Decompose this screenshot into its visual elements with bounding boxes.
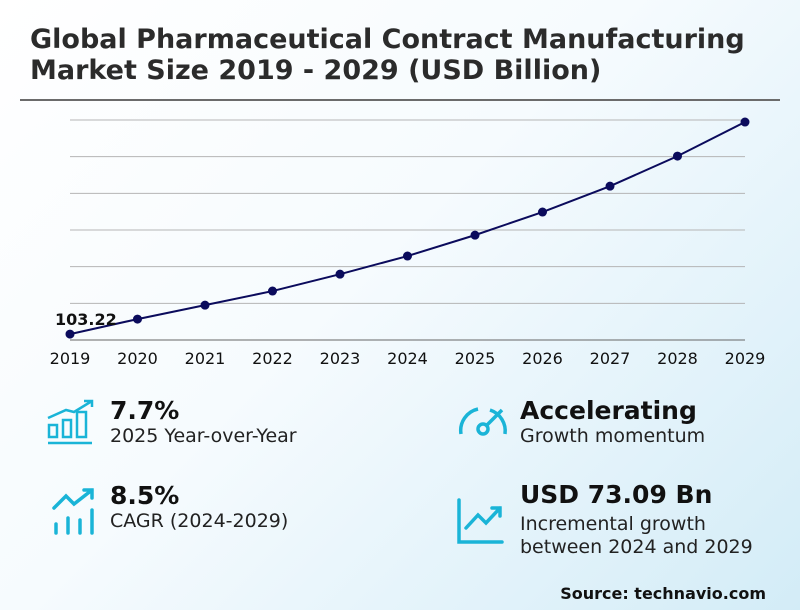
x-tick-label: 2022 [252, 349, 293, 368]
data-point [133, 314, 142, 324]
line-chart-up-icon [457, 498, 504, 544]
trend-up-bars-icon [52, 488, 94, 535]
stat-label: Growth momentum [520, 425, 706, 447]
stat-value: 7.7% [110, 396, 180, 425]
source-credit: Source: technavio.com [560, 584, 766, 603]
stat-label: CAGR (2024-2029) [110, 510, 289, 532]
data-point [65, 329, 75, 339]
x-tick-label: 2019 [50, 349, 91, 368]
data-point [673, 151, 682, 161]
speedometer-icon [458, 407, 507, 436]
data-label: 103.22 [55, 310, 117, 329]
data-point [268, 286, 277, 296]
chart-title: Global Pharmaceutical Contract Manufactu… [30, 24, 745, 86]
x-tick-label: 2026 [522, 349, 563, 368]
stat-value: 8.5% [110, 481, 180, 510]
title-line-1: Global Pharmaceutical Contract Manufactu… [30, 24, 745, 55]
line-chart: 2019 2020 2021 2022 2023 2024 2025 2026 2027 2028… [50, 117, 766, 368]
x-tick-label: 2029 [725, 349, 766, 368]
data-point [200, 300, 210, 310]
x-tick-label: 2021 [185, 349, 226, 368]
series-line [69, 121, 746, 336]
title-line-2: Market Size 2019 - 2029 (USD Billion) [30, 55, 602, 86]
stat-label: Incremental growth between 2024 and 2029 [520, 513, 753, 558]
stat-value: USD 73.09 Bn [520, 480, 713, 509]
x-tick-label: 2023 [320, 349, 361, 368]
stat-cagr: 8.5% CAGR (2024-2029) [110, 481, 288, 533]
x-tick-label: 2024 [387, 349, 428, 368]
data-point [335, 269, 345, 279]
stat-momentum: Accelerating Growth momentum [520, 396, 705, 448]
x-tick-label: 2028 [657, 349, 698, 368]
data-point [740, 117, 750, 127]
stat-label: 2025 Year-over-Year [110, 425, 297, 447]
data-point [403, 251, 412, 261]
x-tick-label: 2027 [590, 349, 631, 368]
bar-chart-growth-icon [47, 399, 94, 445]
data-point [470, 230, 480, 240]
stat-value: Accelerating [520, 396, 697, 425]
stat-yoy: 7.7% 2025 Year-over-Year [110, 396, 297, 448]
title-divider [20, 99, 780, 101]
stat-incremental: USD 73.09 Bn Incremental growth between … [520, 480, 780, 559]
x-tick-label: 2025 [455, 349, 496, 368]
data-point [538, 207, 547, 217]
data-point [605, 181, 615, 191]
x-tick-label: 2020 [117, 349, 158, 368]
